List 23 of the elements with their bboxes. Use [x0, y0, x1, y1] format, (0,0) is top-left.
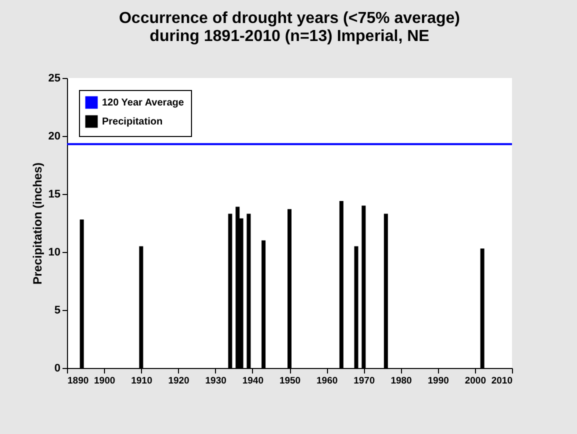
y-tick-label: 5	[54, 304, 60, 316]
x-tick-label: 1890	[68, 376, 89, 386]
x-tick-label: 1940	[242, 376, 264, 386]
x-tick-label: 1970	[354, 376, 375, 386]
x-tick-label: 1980	[390, 376, 412, 386]
x-tick-label: 1900	[94, 376, 116, 386]
y-tick-label: 25	[48, 72, 60, 84]
x-tick-label: 1920	[168, 376, 190, 386]
legend-label: Precipitation	[102, 116, 163, 128]
chart-title: Occurrence of drought years (<75% average) during 1891-2010 (n=13) Imperial, NE	[118, 10, 460, 45]
x-tick-label: 1910	[131, 376, 152, 386]
x-tick-label: 1930	[205, 376, 226, 386]
y-tick-label: 0	[54, 362, 60, 374]
y-tick-label: 20	[48, 130, 60, 142]
y-axis-title: Precipitation (inches)	[30, 162, 44, 285]
y-tick-label: 15	[48, 188, 60, 200]
y-tick-label: 10	[48, 246, 60, 258]
x-tick-label: 1990	[428, 376, 449, 386]
x-tick-label: 2010	[491, 376, 512, 386]
legend-label: 120 Year Average	[102, 98, 184, 108]
x-tick-label: 1950	[279, 376, 301, 386]
x-tick-label: 2000	[464, 376, 486, 386]
x-tick-label: 1960	[316, 376, 338, 386]
